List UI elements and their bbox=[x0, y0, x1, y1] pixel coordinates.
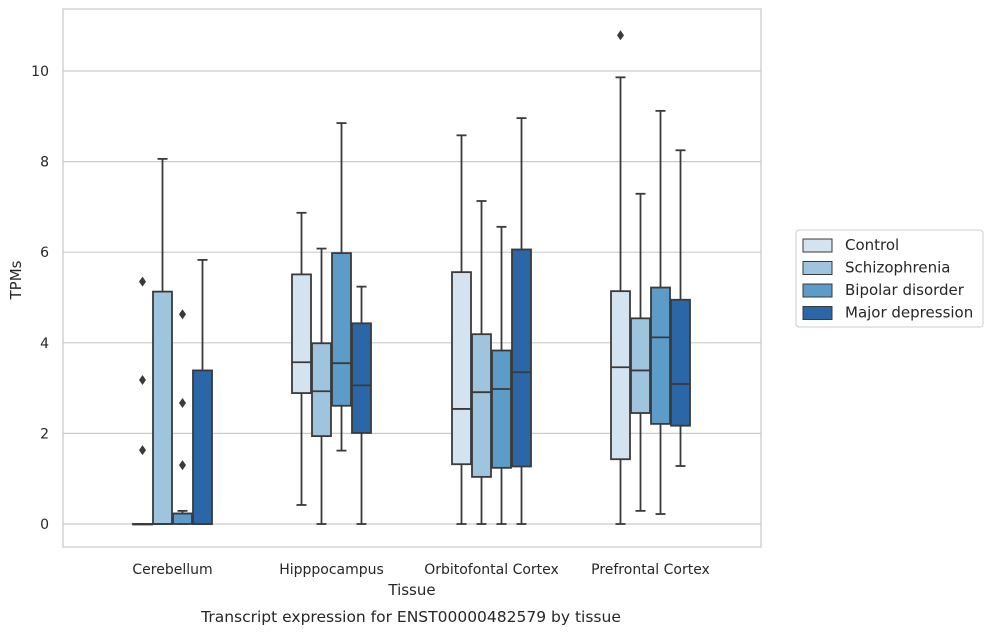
legend-label: Bipolar disorder bbox=[845, 281, 965, 299]
outlier-point bbox=[179, 309, 186, 320]
x-tick-label: Prefrontal Cortex bbox=[591, 562, 710, 578]
box-group bbox=[491, 225, 512, 525]
tick-labels: 0 2 4 6 8 10 Cerebellum Hipppocampus Orbitofonta… bbox=[31, 64, 710, 578]
legend-swatch bbox=[802, 283, 833, 298]
box-group bbox=[650, 109, 671, 515]
legend-label: Major depression bbox=[845, 304, 973, 322]
box-group bbox=[670, 149, 691, 467]
box-group bbox=[511, 117, 532, 525]
y-tick-label: 4 bbox=[40, 336, 49, 352]
box-group bbox=[331, 122, 352, 452]
box-group bbox=[172, 309, 193, 525]
box-group bbox=[351, 285, 372, 525]
box-group bbox=[630, 192, 651, 512]
box-group bbox=[311, 247, 332, 525]
legend-frame bbox=[795, 229, 984, 328]
legend-label: Control bbox=[845, 236, 899, 254]
box-plot-series bbox=[132, 30, 691, 526]
iqr-box bbox=[351, 322, 372, 434]
grid-lines bbox=[63, 70, 761, 525]
legend-label: Schizophrenia bbox=[845, 259, 950, 277]
iqr-box bbox=[610, 290, 631, 461]
outlier-point bbox=[179, 460, 186, 471]
box-group bbox=[132, 276, 153, 526]
plot-area-frame bbox=[62, 8, 762, 548]
iqr-box bbox=[331, 252, 352, 407]
outlier-point bbox=[617, 30, 624, 41]
iqr-box bbox=[471, 333, 492, 478]
legend-swatch bbox=[802, 306, 833, 320]
y-tick-label: 10 bbox=[31, 64, 49, 80]
y-tick-label: 8 bbox=[40, 155, 49, 171]
box-group bbox=[291, 211, 312, 506]
iqr-box bbox=[630, 317, 651, 414]
legend-swatch bbox=[802, 261, 833, 275]
x-tick-label: Cerebellum bbox=[132, 562, 212, 578]
iqr-box bbox=[291, 273, 312, 394]
iqr-box bbox=[311, 342, 332, 438]
iqr-box bbox=[152, 290, 173, 525]
x-tick-label: Hipppocampus bbox=[279, 562, 384, 578]
box-group bbox=[610, 30, 631, 525]
iqr-box bbox=[511, 248, 532, 468]
legend: Control Schizophrenia Bipolar disorder Majo… bbox=[795, 229, 984, 328]
iqr-box bbox=[650, 286, 671, 425]
outlier-point bbox=[139, 276, 146, 287]
outlier-point bbox=[139, 445, 146, 456]
chart-caption: Transcript expression for ENST0000048257… bbox=[200, 608, 621, 626]
iqr-box bbox=[192, 369, 213, 525]
iqr-box bbox=[172, 512, 193, 525]
iqr-box bbox=[670, 298, 691, 427]
y-tick-label: 6 bbox=[40, 245, 49, 261]
iqr-box bbox=[451, 271, 472, 466]
legend-items: Control Schizophrenia Bipolar disorder Majo… bbox=[802, 236, 973, 322]
y-axis-label: TPMs bbox=[7, 260, 25, 300]
legend-swatch bbox=[802, 238, 833, 253]
x-tick-label: Orbitofontal Cortex bbox=[424, 562, 559, 578]
box-group bbox=[451, 134, 472, 525]
outlier-point bbox=[139, 374, 146, 385]
box-group bbox=[471, 200, 492, 525]
y-tick-label: 0 bbox=[40, 517, 49, 533]
x-axis-label: Tissue bbox=[387, 581, 435, 599]
outlier-point bbox=[179, 398, 186, 409]
box-group bbox=[152, 157, 173, 525]
iqr-box bbox=[491, 349, 512, 469]
box-group bbox=[192, 259, 213, 525]
y-tick-label: 2 bbox=[40, 426, 49, 442]
